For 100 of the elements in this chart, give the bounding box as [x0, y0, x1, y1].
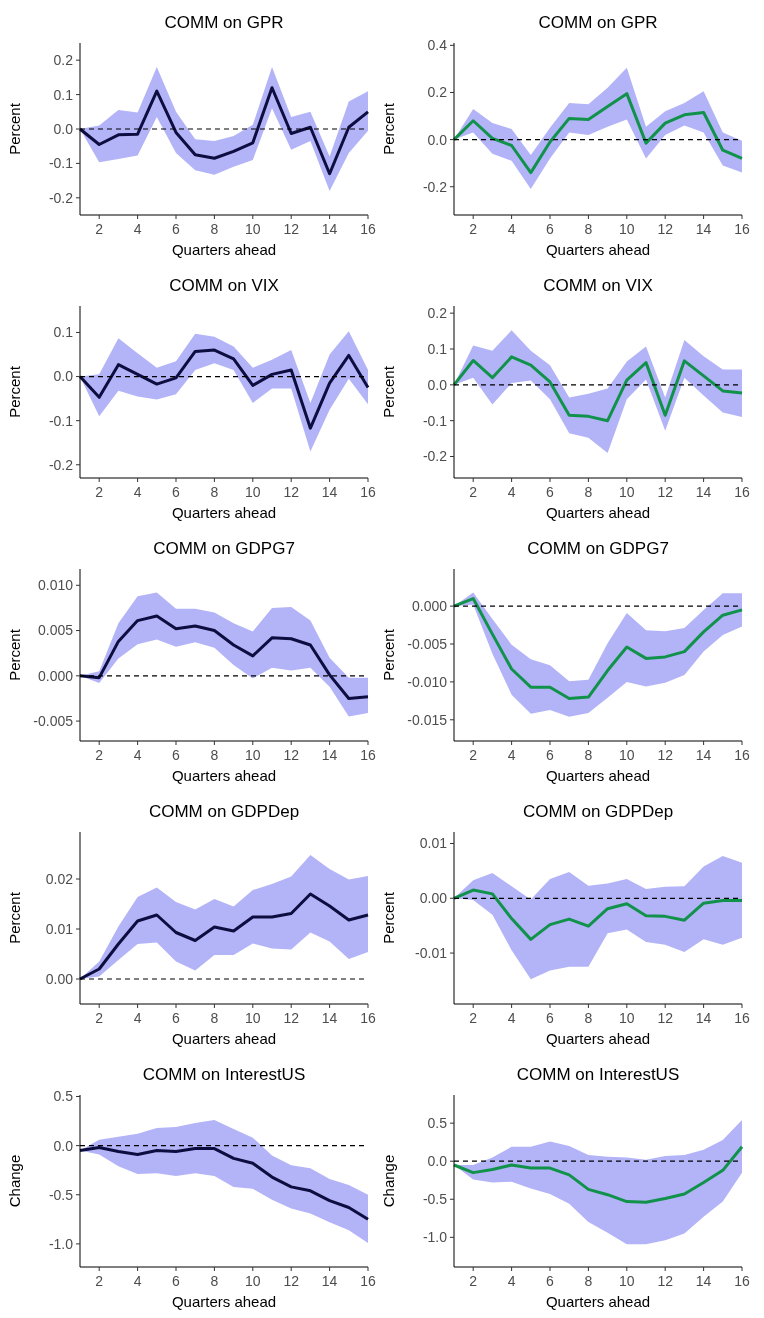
x-axis-title: Quarters ahead [171, 1030, 277, 1047]
y-tick-label: 0.0 [53, 1137, 74, 1154]
x-tick-label: 4 [133, 747, 142, 763]
x-tick-label: 14 [695, 221, 712, 237]
x-tick-label: 16 [734, 484, 750, 500]
y-tick-label: -0.2 [422, 448, 448, 465]
y-tick-label: 0.02 [45, 870, 74, 887]
y-axis-title: Change [380, 1154, 397, 1208]
y-tick-label: 0.01 [45, 920, 74, 937]
x-tick-label: 4 [133, 1273, 142, 1289]
y-tick-label: 0.01 [419, 835, 448, 852]
x-tick-label: 10 [245, 484, 261, 500]
y-tick-label: -0.1 [422, 412, 448, 429]
x-tick-label: 8 [210, 747, 219, 763]
x-tick-label: 8 [584, 1010, 593, 1026]
x-tick-label: 8 [584, 221, 593, 237]
y-tick-label: -0.2 [422, 178, 448, 195]
x-tick-label: 4 [507, 1010, 516, 1026]
chart-title: COMM on GDPG7 [153, 539, 295, 558]
x-tick-label: 8 [584, 747, 593, 763]
x-tick-label: 8 [584, 1273, 593, 1289]
x-tick-label: 2 [95, 1010, 104, 1026]
x-tick-label: 2 [469, 747, 478, 763]
x-tick-label: 6 [172, 484, 181, 500]
chart-title: COMM on GDPDep [522, 802, 674, 821]
chart-title: COMM on InterestUS [142, 1065, 306, 1084]
x-tick-label: 12 [283, 1273, 300, 1289]
y-axis-title: Percent [6, 891, 23, 944]
x-tick-label: 2 [469, 1010, 478, 1026]
x-tick-label: 16 [360, 1010, 376, 1026]
x-tick-label: 10 [245, 1010, 261, 1026]
chart-title: COMM on GPR [538, 13, 658, 32]
y-axis-title: Percent [6, 102, 23, 155]
x-tick-label: 6 [546, 484, 555, 500]
chart-title: COMM on VIX [169, 276, 279, 295]
x-tick-label: 8 [210, 221, 219, 237]
y-tick-label: -0.015 [407, 711, 448, 728]
x-tick-label: 2 [95, 1273, 104, 1289]
y-tick-label: 0.1 [427, 340, 448, 357]
x-tick-label: 12 [657, 221, 674, 237]
x-tick-label: 16 [360, 221, 376, 237]
x-tick-label: 6 [546, 221, 555, 237]
y-axis-title: Percent [380, 891, 397, 944]
x-tick-label: 10 [619, 484, 635, 500]
x-tick-label: 2 [95, 221, 104, 237]
x-tick-label: 14 [695, 484, 712, 500]
x-tick-label: 6 [546, 747, 555, 763]
y-tick-label: 0.5 [427, 1115, 448, 1132]
y-tick-label: 0.000 [411, 598, 448, 615]
x-tick-label: 6 [546, 1273, 555, 1289]
y-axis-title: Percent [380, 365, 397, 418]
x-tick-label: 14 [695, 747, 712, 763]
x-axis-title: Quarters ahead [545, 241, 651, 258]
x-axis-title: Quarters ahead [545, 1030, 651, 1047]
line-series [452, 355, 744, 423]
x-axis-title: Quarters ahead [545, 504, 651, 521]
x-tick-label: 2 [95, 484, 104, 500]
x-tick-label: 16 [360, 1273, 376, 1289]
x-tick-label: 16 [360, 484, 376, 500]
y-tick-label: 0.2 [53, 52, 74, 69]
y-tick-label: 0.0 [53, 368, 74, 385]
chart-title: COMM on GDPDep [148, 802, 300, 821]
x-tick-label: 6 [172, 1010, 181, 1026]
x-tick-label: 10 [619, 747, 635, 763]
x-tick-label: 12 [657, 1273, 674, 1289]
x-tick-label: 8 [210, 1273, 219, 1289]
x-tick-label: 10 [245, 1273, 261, 1289]
x-tick-label: 12 [283, 1010, 300, 1026]
y-tick-label: 0.2 [427, 305, 448, 322]
x-tick-label: 8 [584, 484, 593, 500]
y-tick-label: 0.2 [427, 84, 448, 101]
x-tick-label: 4 [507, 221, 516, 237]
chart-title: COMM on InterestUS [516, 1065, 680, 1084]
y-tick-label: 0.0 [427, 1153, 448, 1170]
x-tick-label: 12 [283, 747, 300, 763]
x-tick-label: 10 [619, 1010, 635, 1026]
line-series [452, 888, 744, 941]
y-tick-label: -0.5 [48, 1186, 74, 1203]
chart-title: COMM on GPR [164, 13, 284, 32]
x-tick-label: 16 [734, 1010, 750, 1026]
x-tick-label: 12 [657, 484, 674, 500]
y-tick-label: 0.4 [427, 37, 448, 54]
x-tick-label: 14 [321, 1010, 338, 1026]
y-axis-title: Percent [380, 102, 397, 155]
x-tick-label: 16 [734, 747, 750, 763]
y-tick-label: 0.00 [45, 970, 74, 987]
x-tick-label: 8 [210, 484, 219, 500]
x-tick-label: 6 [172, 221, 181, 237]
y-tick-label: 0.005 [37, 622, 74, 639]
y-tick-label: -1.0 [422, 1229, 448, 1246]
line-series [452, 1145, 744, 1204]
y-tick-label: 0.0 [427, 376, 448, 393]
x-tick-label: 12 [657, 747, 674, 763]
y-tick-label: 0.1 [53, 324, 74, 341]
y-axis-title: Percent [380, 628, 397, 681]
x-tick-label: 2 [469, 221, 478, 237]
x-tick-label: 14 [321, 221, 338, 237]
line-series [452, 597, 744, 701]
chart-title: COMM on VIX [543, 276, 653, 295]
line-series [78, 348, 370, 430]
